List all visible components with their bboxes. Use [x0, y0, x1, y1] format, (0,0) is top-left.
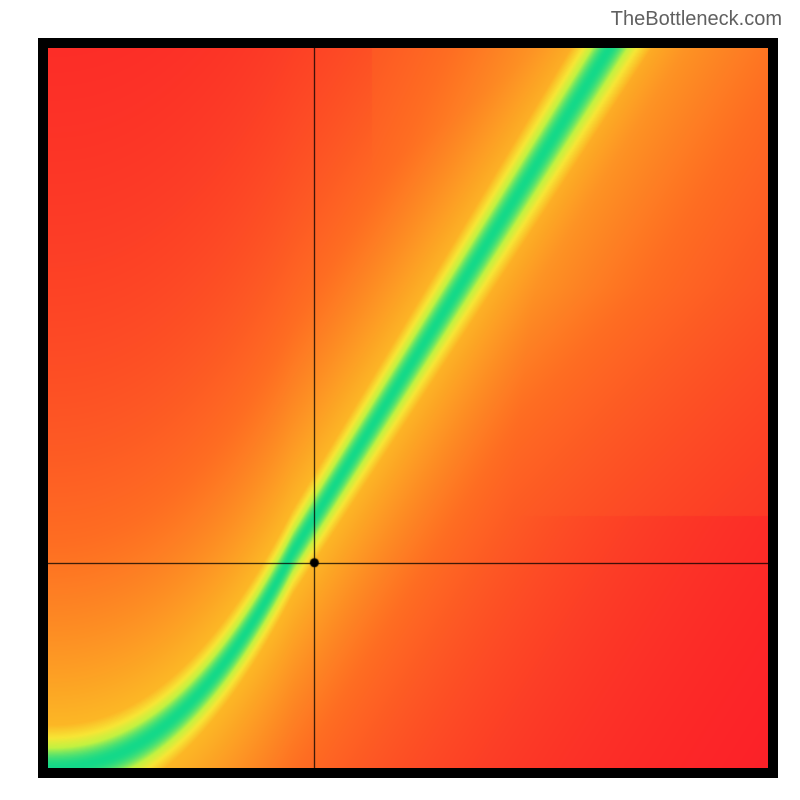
heatmap-canvas	[48, 48, 768, 768]
heatmap-chart	[38, 38, 778, 778]
attribution-text: TheBottleneck.com	[611, 8, 782, 31]
